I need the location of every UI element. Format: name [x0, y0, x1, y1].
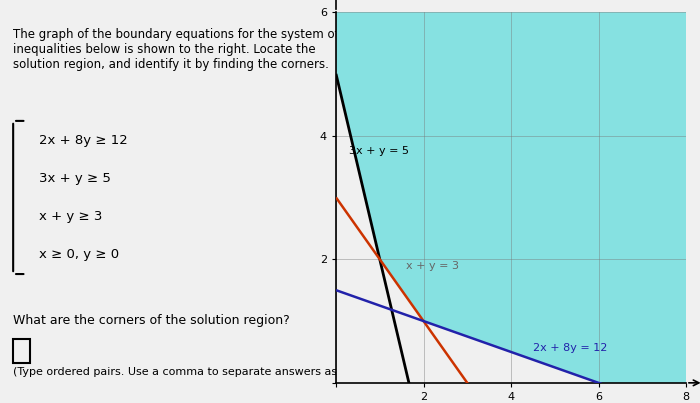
Text: x + y ≥ 3: x + y ≥ 3: [39, 210, 103, 223]
Text: 2x + 8y ≥ 12: 2x + 8y ≥ 12: [39, 133, 128, 147]
Text: x ≥ 0, y ≥ 0: x ≥ 0, y ≥ 0: [39, 248, 120, 262]
Text: 3x + y = 5: 3x + y = 5: [349, 146, 409, 156]
Bar: [13, 339, 29, 363]
Text: 2x + 8y = 12: 2x + 8y = 12: [533, 343, 608, 353]
Text: (Type ordered pairs. Use a comma to separate answers as needed.): (Type ordered pairs. Use a comma to sepa…: [13, 367, 391, 377]
Polygon shape: [336, 12, 686, 383]
Text: 3x + y ≥ 5: 3x + y ≥ 5: [39, 172, 111, 185]
Text: The graph of the boundary equations for the system of
inequalities below is show: The graph of the boundary equations for …: [13, 28, 339, 71]
Text: x + y = 3: x + y = 3: [406, 260, 459, 270]
Text: What are the corners of the solution region?: What are the corners of the solution reg…: [13, 314, 290, 327]
